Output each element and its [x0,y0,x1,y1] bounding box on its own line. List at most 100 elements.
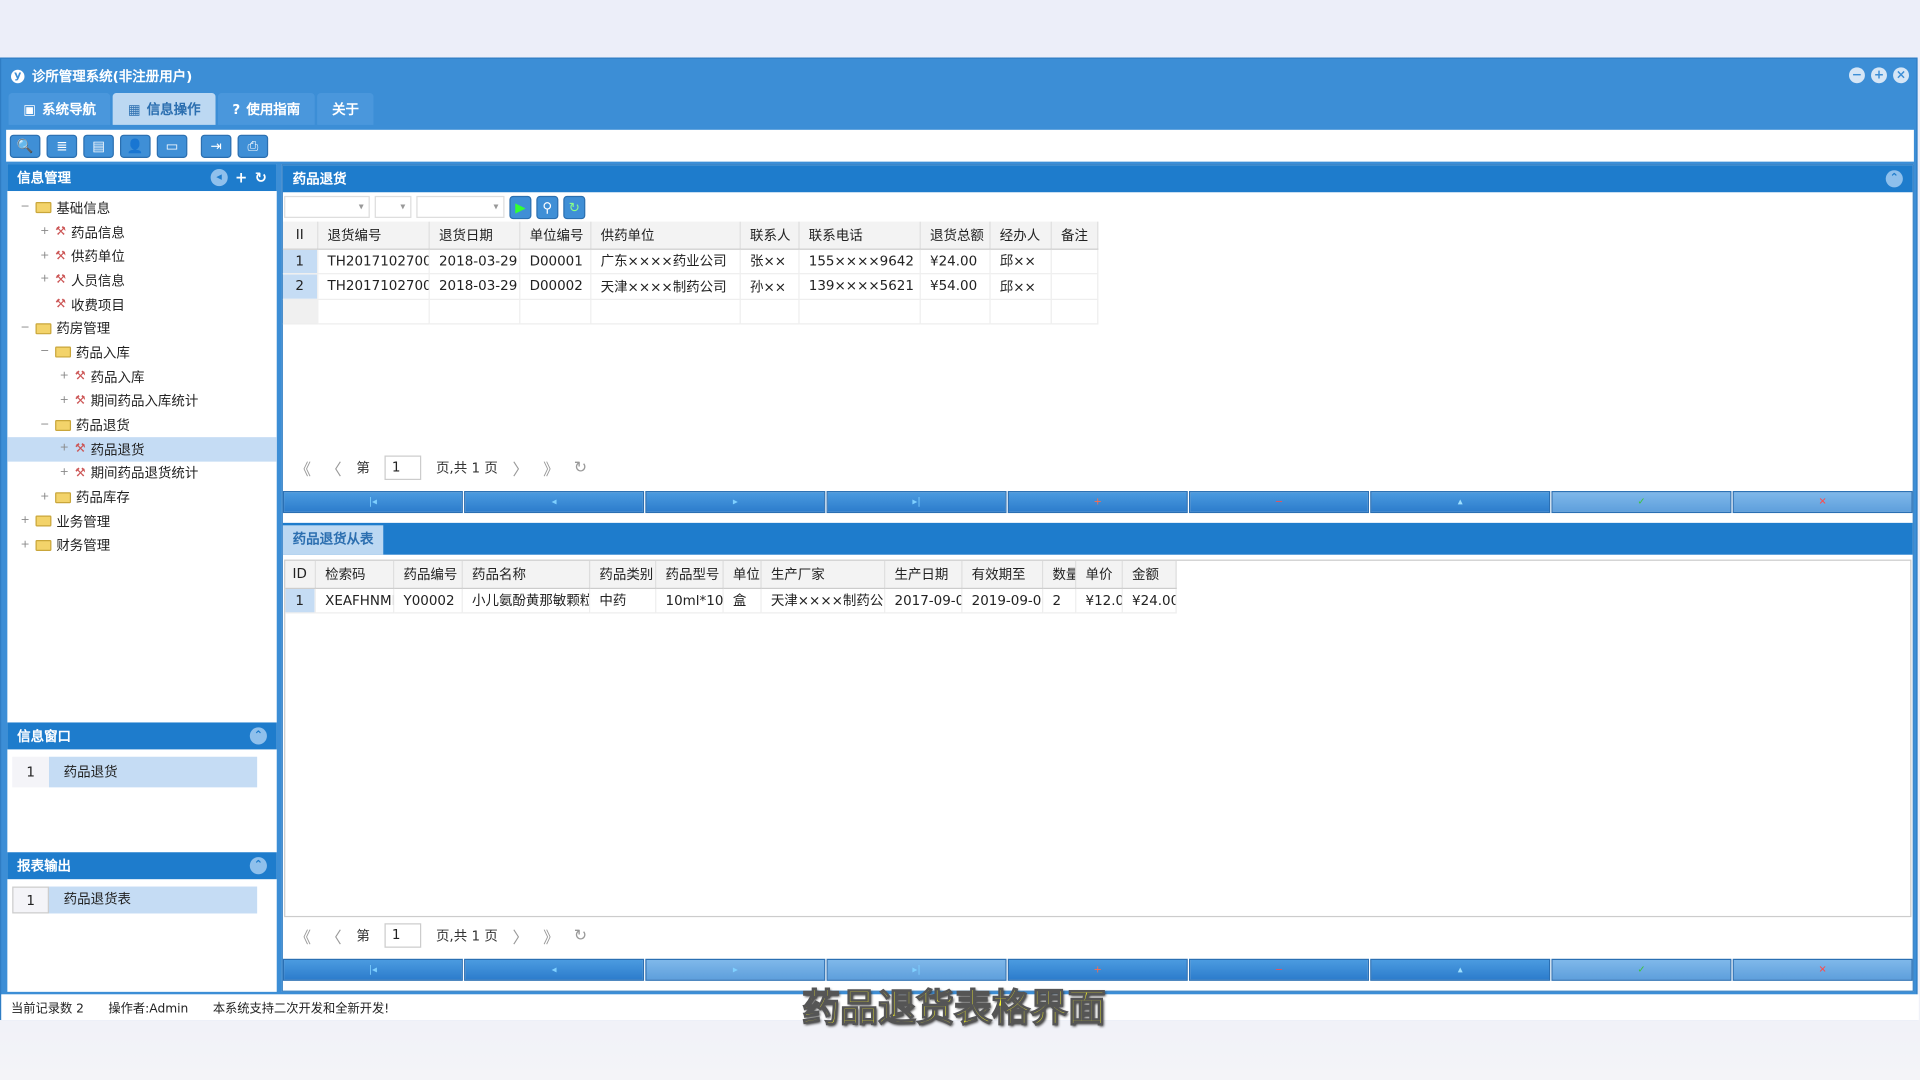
tab-2[interactable]: ? 使用指南 [217,93,315,125]
refresh-icon[interactable]: ↻ [254,168,267,187]
list-icon[interactable]: ≣ [46,134,78,158]
expand-icon[interactable]: + [20,514,30,527]
minimize-icon[interactable]: − [1848,67,1865,84]
column-header[interactable]: 经办人 [989,221,1052,250]
expand-icon[interactable]: + [40,490,50,503]
column-header[interactable]: 生产厂家 [760,560,885,589]
column-header[interactable]: 药品名称 [461,560,590,589]
column-header[interactable]: II [282,221,318,250]
print-icon[interactable]: ⎙ [237,134,269,158]
collapse-icon[interactable]: ⌃ [1885,170,1903,188]
next-button[interactable]: ▸ [645,491,826,514]
edit-button[interactable]: ▴ [1370,958,1551,981]
column-header[interactable]: 检索码 [314,560,394,589]
table-row[interactable]: 2TH201710270022018-03-29D00002天津××××制药公司… [282,273,1098,300]
run-query-icon[interactable]: ▶ [509,195,532,219]
first-button[interactable]: |◂ [282,958,463,981]
collapse-icon[interactable]: ⌃ [249,857,267,875]
list-item[interactable]: 1 药品退货表 [12,886,258,914]
next-button[interactable]: ▸ [645,958,826,981]
table-row[interactable]: 1 XEAFHNMK Y00002 小儿氨酚黄那敏颗粒 中药 10ml*10 盒天津××××… [285,587,1177,614]
cancel-button[interactable]: ✕ [1732,958,1913,981]
tree-item[interactable]: − 药品退货 [7,413,276,437]
page-input[interactable]: 1 [384,455,422,481]
close-icon[interactable]: × [1893,67,1909,84]
filter-field-select[interactable]: ▾ [284,195,370,218]
column-header[interactable]: 数量 [1042,560,1076,589]
expand-icon[interactable]: − [40,418,50,431]
tab-1[interactable]: ▦ 信息操作 [113,93,216,125]
document-icon[interactable]: ▤ [83,134,114,158]
page-input[interactable]: 1 [384,923,422,948]
last-page-icon[interactable]: 》 [543,928,560,948]
column-header[interactable]: 药品类别 [588,560,656,589]
save-button[interactable]: ✓ [1551,491,1732,514]
expand-icon[interactable]: + [20,538,30,551]
expand-icon[interactable]: − [40,345,50,359]
column-header[interactable]: 单位 [722,560,762,589]
column-header[interactable]: 退货总额 [919,221,991,250]
user-search-icon[interactable]: ⚲ [536,195,559,219]
tree-item[interactable]: − 药品入库 [7,341,276,365]
column-header[interactable]: 药品型号 [655,560,724,589]
tree-item[interactable]: ⚒ 收费项目 [7,292,276,316]
expand-icon[interactable]: + [59,466,69,479]
tree-item[interactable]: + ⚒ 期间药品入库统计 [7,389,276,413]
add-button[interactable]: + [1007,958,1188,981]
reload-icon[interactable]: ↻ [573,458,588,477]
last-button[interactable]: ▸| [826,491,1007,514]
add-button[interactable]: + [1007,491,1188,514]
column-header[interactable]: 供药单位 [590,221,741,250]
prev-button[interactable]: ◂ [464,958,645,981]
column-header[interactable]: 联系人 [739,221,799,250]
expand-icon[interactable]: + [40,225,50,238]
tree-item[interactable]: + ⚒ 药品入库 [7,365,276,389]
column-header[interactable]: 金额 [1121,560,1177,589]
tab-3[interactable]: 关于 [317,93,374,125]
prev-page-icon[interactable]: 〈 [325,928,342,948]
tree-item[interactable]: + ⚒ 期间药品退货统计 [7,461,276,485]
prev-page-icon[interactable]: 〈 [325,461,342,480]
back-icon[interactable]: ◂ [210,168,228,187]
first-page-icon[interactable]: 《 [295,461,312,480]
tree-item[interactable]: + ⚒ 供药单位 [7,244,276,268]
tree-item[interactable]: + 药品库存 [7,485,276,509]
column-header[interactable]: 退货日期 [428,221,520,250]
tree-item[interactable]: + 业务管理 [7,509,276,533]
tab-0[interactable]: ▣ 系统导航 [8,93,111,125]
cancel-button[interactable]: ✕ [1732,491,1913,514]
first-button[interactable]: |◂ [282,491,463,514]
next-page-icon[interactable]: 〉 [512,928,529,948]
delete-button[interactable]: − [1188,958,1369,981]
edit-button[interactable]: ▴ [1370,491,1551,514]
column-header[interactable]: ID [285,560,316,589]
tree-item[interactable]: + ⚒ 药品退货 [7,436,277,462]
column-header[interactable]: 单价 [1075,560,1123,589]
reload-icon[interactable]: ↻ [573,926,588,945]
column-header[interactable]: 有效期至 [961,560,1043,589]
first-page-icon[interactable]: 《 [295,928,312,948]
last-page-icon[interactable]: 》 [543,461,560,480]
expand-icon[interactable]: − [20,321,30,335]
tree-item[interactable]: + 财务管理 [7,533,276,557]
expand-icon[interactable]: − [20,201,30,214]
column-header[interactable]: 药品编号 [393,560,463,589]
collapse-icon[interactable]: ⌃ [249,727,267,745]
expand-icon[interactable]: + [40,273,50,286]
expand-icon[interactable]: + [59,394,69,407]
value-select[interactable]: ▾ [416,195,505,218]
export-icon[interactable]: ⇥ [200,134,232,158]
maximize-icon[interactable]: + [1871,67,1887,84]
expand-icon[interactable]: + [59,442,69,455]
refresh-icon[interactable]: ↻ [563,195,586,219]
column-header[interactable]: 生产日期 [884,560,962,589]
list-item[interactable]: 1 药品退货 [12,756,258,788]
last-button[interactable]: ▸| [826,958,1007,981]
tree-item[interactable]: + ⚒ 人员信息 [7,268,276,292]
prev-button[interactable]: ◂ [464,491,645,514]
table-row[interactable]: 1TH201710270012018-03-29D00001广东××××药业公司… [282,248,1098,275]
column-header[interactable]: 退货编号 [317,221,430,250]
tree-item[interactable]: − 基础信息 [7,196,276,220]
delete-button[interactable]: − [1188,491,1369,514]
operator-select[interactable]: ▾ [374,195,412,218]
